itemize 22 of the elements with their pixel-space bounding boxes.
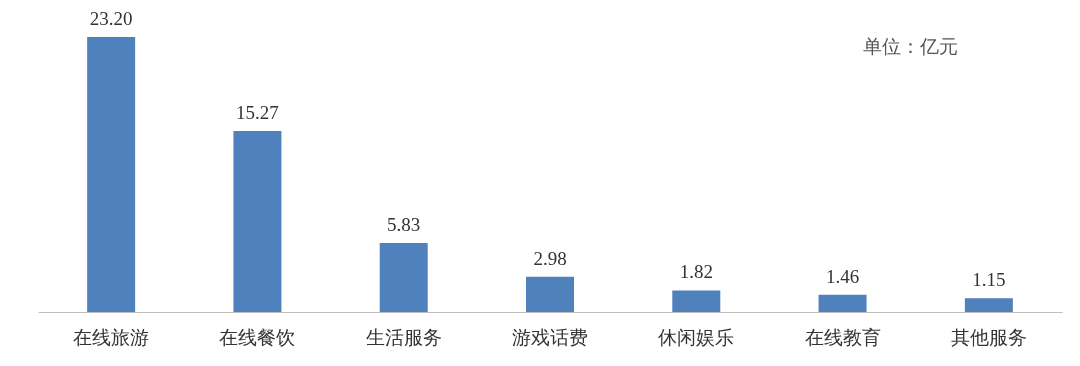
bar — [526, 276, 574, 312]
x-tick-label: 休闲娱乐 — [658, 326, 735, 348]
x-tick-label: 生活服务 — [365, 326, 442, 348]
data-label: 2.98 — [533, 247, 567, 269]
data-label: 15.27 — [236, 102, 279, 123]
data-label: 5.83 — [387, 213, 421, 235]
bar — [672, 290, 721, 312]
x-tick-label: 在线旅游 — [73, 326, 150, 348]
data-label: 1.46 — [825, 265, 860, 287]
x-tick-label: 在线餐饮 — [219, 326, 296, 348]
data-label: 1.82 — [679, 261, 713, 283]
x-tick-label: 在线教育 — [804, 326, 881, 348]
bar — [818, 294, 867, 312]
data-label: 1.15 — [972, 269, 1006, 291]
bar — [379, 242, 428, 312]
x-tick-label: 游戏话费 — [512, 326, 588, 348]
bar — [87, 37, 136, 312]
x-tick-label: 其他服务 — [950, 326, 1027, 348]
bar — [233, 131, 282, 312]
bar — [964, 298, 1013, 312]
data-label: 23.20 — [89, 8, 133, 29]
annotation: 单位：亿元 — [863, 36, 958, 57]
